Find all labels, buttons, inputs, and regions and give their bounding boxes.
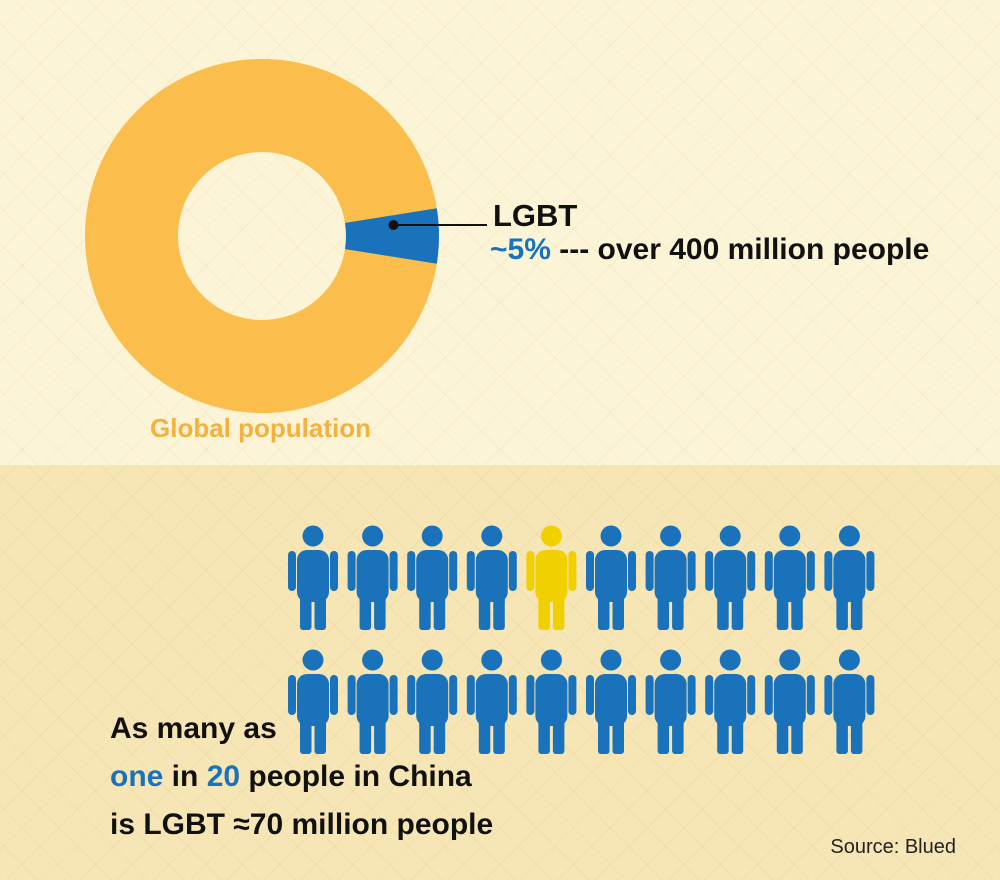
- donut-chart: [85, 58, 487, 413]
- person-icon: [407, 525, 458, 630]
- person-icon: [645, 525, 696, 630]
- twenty-highlight: 20: [206, 760, 241, 793]
- person-icon: [347, 649, 398, 754]
- person-icon: [347, 525, 398, 630]
- person-icon: [288, 649, 338, 754]
- person-icon: [705, 649, 756, 754]
- people-pictograph: [288, 525, 875, 754]
- person-icon: [824, 525, 875, 630]
- person-icon: [764, 525, 815, 630]
- person-icon: [466, 649, 517, 754]
- lgbt-population-text: --- over 400 million people: [550, 233, 930, 266]
- approx-symbol: ~: [490, 233, 508, 266]
- person-icon: [288, 525, 338, 630]
- lgbt-label: LGBT: [493, 198, 578, 233]
- person-icon: [645, 649, 696, 754]
- highlighted-person-icon: [526, 525, 577, 630]
- person-icon: [466, 525, 517, 630]
- person-icon: [586, 525, 636, 630]
- person-icon: [705, 525, 756, 630]
- global-population-label: Global population: [150, 413, 371, 443]
- person-icon: [407, 649, 458, 754]
- donut-slice-lgbt: [344, 208, 439, 264]
- person-icon: [526, 649, 577, 754]
- china-statement: As many as one in 20 people in China is …: [110, 705, 493, 849]
- people-in-china-text: people in China: [240, 760, 472, 793]
- lgbt-value-line: ~5% --- over 400 million people: [490, 233, 929, 267]
- china-line-3: is LGBT ≈70 million people: [110, 808, 494, 841]
- person-icon: [764, 649, 815, 754]
- global-population-panel: [0, 0, 1000, 465]
- one-highlight: one: [110, 760, 164, 793]
- china-line-1: As many as: [110, 712, 277, 745]
- lgbt-percent: 5%: [507, 233, 551, 266]
- source-note: Source: Blued: [830, 836, 956, 858]
- in-text: in: [163, 760, 207, 793]
- person-icon: [824, 649, 875, 754]
- china-line-2: one in 20 people in China: [110, 753, 493, 801]
- donut-slice-global: [85, 58, 437, 413]
- person-icon: [586, 649, 636, 754]
